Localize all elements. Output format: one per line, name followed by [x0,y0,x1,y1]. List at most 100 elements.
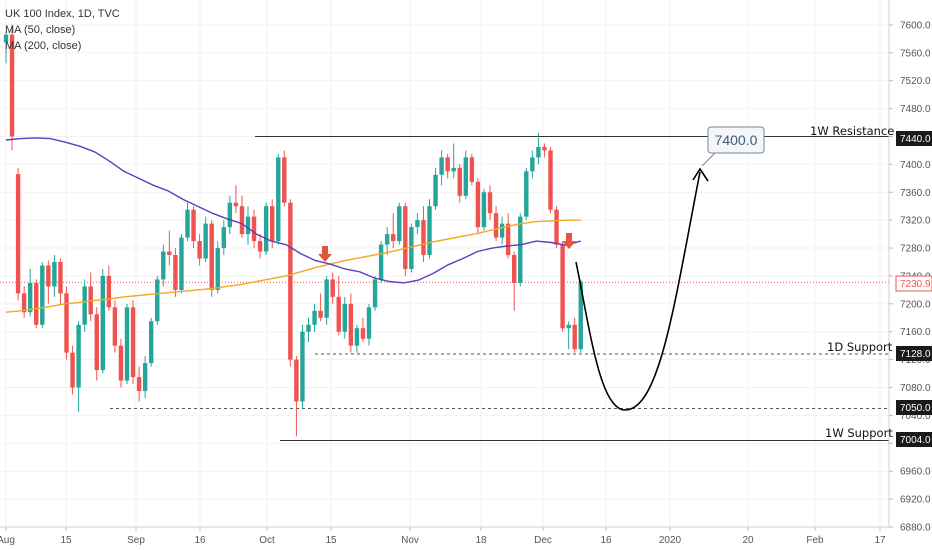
candle [94,307,99,381]
time-tick-label: 16 [194,535,206,546]
candle-body [112,307,118,346]
candle-body [221,227,226,249]
candle [282,150,287,207]
target-callout[interactable]: 7400.0 [701,126,765,167]
candle [40,262,45,329]
candle-body [215,248,220,290]
candle-body [9,34,15,137]
candle [554,206,559,249]
candle-body [560,244,565,329]
candle-body [185,209,190,238]
time-tick-label: 18 [475,535,487,546]
candle-body [173,255,178,290]
candle [106,265,112,311]
price-tick-label: 6960.0 [900,467,931,478]
candle-body [578,281,583,350]
projection-path [575,167,709,411]
candle [469,153,475,186]
candle-body [372,279,378,308]
candle [560,241,565,332]
candle [263,202,269,256]
candle-body [554,209,559,245]
candle [409,223,414,273]
candle-body [155,279,160,322]
candle [112,300,118,353]
candle-body [354,328,360,346]
candle-body [118,345,124,381]
candle [348,293,354,353]
legend-ma200: MA (200, close) [5,40,82,52]
candle-body [336,296,341,332]
candle [487,185,493,221]
chart-legend: UK 100 Index, 1D, TVC MA (50, close) MA … [5,6,120,54]
candle-body [203,223,208,259]
price-tick-label: 7040.0 [900,411,931,422]
candle-body [300,331,305,402]
support-1d-label: 1D Support [827,340,893,354]
candle [118,338,124,388]
candle [161,244,166,287]
candle [52,255,57,297]
candle [427,199,432,259]
price-tick-label: 7560.0 [900,48,931,59]
candle-body [433,174,438,207]
callout-label: 7400.0 [715,132,758,148]
moving-averages [5,137,581,313]
candle-body [106,275,112,308]
price-tick-label: 7080.0 [900,383,931,394]
candle [572,317,577,353]
candle-body [324,279,329,318]
candle-body [421,220,426,256]
candle [439,150,444,186]
candle-body [499,223,505,238]
time-tick-label: 15 [60,535,72,546]
candle-body [227,202,233,228]
candle [288,199,293,367]
time-tick-label: Oct [259,535,275,546]
candle-body [318,310,323,318]
time-axis[interactable]: Aug 15 Sep 16 Oct 15 Nov 18 Dec 16 2020 20 Feb 17 [0,526,889,546]
projection-curve [575,171,701,411]
candle [64,286,69,360]
candle-body [263,206,269,252]
candle-body [512,255,517,283]
time-tick-label: 17 [874,535,886,546]
candle-body [270,206,275,242]
candle [257,234,263,259]
candle [239,195,245,238]
candle [342,296,347,339]
candle [173,248,178,297]
candle-body [457,167,462,196]
candle [481,188,487,231]
candle-body [306,324,311,332]
candle [451,143,456,179]
candle [149,317,154,367]
candle [124,303,130,385]
candle-body [505,223,511,256]
candle-body [548,150,553,210]
candle-body [94,314,99,371]
candle [245,206,251,245]
candle [167,230,172,266]
candle [421,206,426,262]
candle-body [409,227,414,269]
candle-body [348,303,354,346]
candle-body [288,202,293,360]
candle [215,241,220,294]
candle [378,241,384,283]
candle-body [142,363,148,392]
candle-body [451,167,456,172]
price-tags: 7440.0 7230.9 7128.0 7050.0 7004.0 [895,131,932,447]
candle-body [149,321,154,364]
price-tick-label: 6920.0 [900,495,931,506]
candle-body [58,262,63,294]
candle [324,275,329,325]
price-tick-label: 7200.0 [900,299,931,310]
candle-body [360,328,366,339]
time-tick-label: 20 [742,535,754,546]
candle-body [28,282,33,313]
candle [330,272,335,304]
candle [372,275,378,311]
